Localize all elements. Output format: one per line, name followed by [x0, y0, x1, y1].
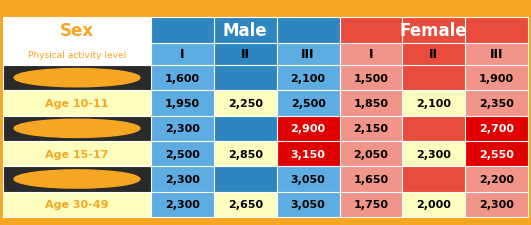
Text: 2,300: 2,300: [416, 149, 451, 159]
Text: 1,650: 1,650: [353, 174, 389, 184]
Text: 3,050: 3,050: [290, 199, 326, 209]
Bar: [339, 18, 528, 44]
Bar: [277, 141, 339, 166]
Bar: [402, 44, 465, 66]
Bar: [214, 141, 277, 166]
Text: Female: Female: [400, 22, 468, 40]
Bar: [277, 116, 339, 141]
Bar: [277, 192, 339, 217]
Bar: [3, 166, 151, 192]
Bar: [402, 116, 465, 141]
Bar: [151, 66, 214, 91]
Ellipse shape: [14, 170, 140, 188]
Bar: [214, 66, 277, 91]
Bar: [402, 91, 465, 116]
Bar: [339, 44, 402, 66]
Bar: [465, 91, 528, 116]
Text: 1,850: 1,850: [354, 99, 388, 108]
Bar: [465, 166, 528, 192]
Text: Male: Male: [223, 22, 268, 40]
Bar: [339, 91, 402, 116]
Bar: [402, 166, 465, 192]
Bar: [151, 91, 214, 116]
Text: 2,100: 2,100: [290, 73, 326, 83]
Bar: [465, 141, 528, 166]
Bar: [339, 192, 402, 217]
Text: III: III: [490, 48, 503, 61]
Text: 3,150: 3,150: [290, 149, 326, 159]
Text: I: I: [180, 48, 185, 61]
Text: 1,600: 1,600: [165, 73, 200, 83]
Bar: [277, 66, 339, 91]
Text: 2,200: 2,200: [479, 174, 514, 184]
Bar: [465, 192, 528, 217]
Text: Age 30-49: Age 30-49: [45, 199, 109, 209]
Text: 2,500: 2,500: [290, 99, 326, 108]
Bar: [151, 116, 214, 141]
Bar: [214, 116, 277, 141]
Bar: [214, 192, 277, 217]
Text: I: I: [369, 48, 373, 61]
Bar: [277, 44, 339, 66]
Ellipse shape: [14, 69, 140, 87]
Bar: [214, 44, 277, 66]
Text: 2,300: 2,300: [165, 174, 200, 184]
Bar: [151, 192, 214, 217]
Text: 2,550: 2,550: [479, 149, 514, 159]
Text: III: III: [301, 48, 315, 61]
Text: 2,300: 2,300: [165, 199, 200, 209]
Text: 2,300: 2,300: [479, 199, 514, 209]
Bar: [402, 192, 465, 217]
Text: Age 15-17: Age 15-17: [45, 149, 109, 159]
Text: 2,250: 2,250: [228, 99, 263, 108]
Bar: [3, 44, 151, 66]
Text: 2,100: 2,100: [416, 99, 451, 108]
Bar: [214, 91, 277, 116]
Text: 2,000: 2,000: [416, 199, 451, 209]
Bar: [3, 141, 151, 166]
Text: II: II: [429, 48, 438, 61]
Text: 2,350: 2,350: [479, 99, 514, 108]
Bar: [277, 166, 339, 192]
Bar: [339, 141, 402, 166]
Bar: [151, 44, 214, 66]
Bar: [3, 66, 151, 91]
Ellipse shape: [14, 120, 140, 138]
Bar: [339, 66, 402, 91]
Text: 2,850: 2,850: [228, 149, 263, 159]
Text: Physical activity level: Physical activity level: [28, 50, 126, 59]
Text: 2,050: 2,050: [354, 149, 388, 159]
Text: II: II: [241, 48, 250, 61]
Text: 1,500: 1,500: [354, 73, 388, 83]
Text: Sex: Sex: [60, 22, 94, 40]
Text: 2,500: 2,500: [165, 149, 200, 159]
Bar: [277, 91, 339, 116]
Text: 2,150: 2,150: [354, 124, 388, 134]
Bar: [151, 18, 339, 44]
Bar: [3, 91, 151, 116]
Text: 1,950: 1,950: [165, 99, 200, 108]
Bar: [151, 166, 214, 192]
Bar: [465, 66, 528, 91]
Text: 2,650: 2,650: [228, 199, 263, 209]
Text: 1,900: 1,900: [479, 73, 514, 83]
Bar: [339, 166, 402, 192]
Bar: [214, 166, 277, 192]
Bar: [3, 116, 151, 141]
Text: 3,050: 3,050: [290, 174, 326, 184]
Bar: [3, 18, 151, 44]
Text: 2,300: 2,300: [165, 124, 200, 134]
Bar: [3, 0, 528, 18]
Bar: [465, 44, 528, 66]
Bar: [339, 116, 402, 141]
Bar: [3, 192, 151, 217]
Bar: [402, 66, 465, 91]
Bar: [465, 116, 528, 141]
Text: 1,750: 1,750: [354, 199, 388, 209]
Text: 2,900: 2,900: [290, 124, 326, 134]
Text: Age 10-11: Age 10-11: [45, 99, 109, 108]
Bar: [402, 141, 465, 166]
Text: 2,700: 2,700: [479, 124, 514, 134]
Bar: [151, 141, 214, 166]
